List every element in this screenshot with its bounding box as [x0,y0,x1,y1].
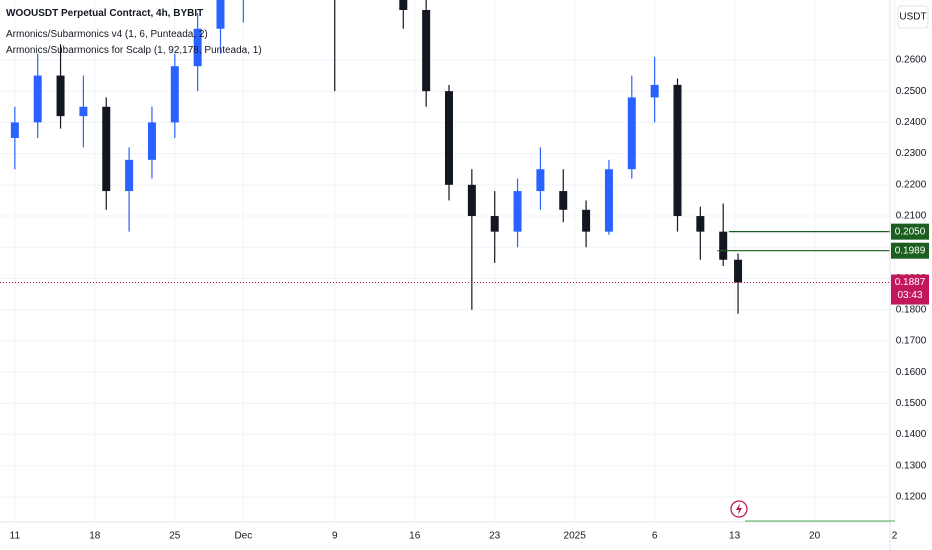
y-tick-label: 0.2300 [896,148,927,159]
y-tick-label: 0.1600 [896,367,927,378]
level-label: 0.2050 [895,226,926,237]
level-label: 0.1989 [895,245,926,256]
candle-body [399,0,408,10]
candle-body [125,159,134,192]
x-tick-label: 18 [89,531,101,542]
x-tick-label: 2 [892,531,898,542]
indicator-label: Armonics/Subarmonics v4 (1, 6, Punteada,… [6,29,208,40]
last-price-tag [891,274,929,305]
candle-body [604,169,613,232]
x-tick-label: 23 [489,531,501,542]
indicator-label: Armonics/Subarmonics for Scalp (1, 92,17… [6,45,262,56]
y-tick-label: 0.1300 [896,460,927,471]
symbol-title: WOOUSDT Perpetual Contract, 4h, BYBIT [6,8,203,19]
grid [0,0,896,522]
candle-body [559,191,568,210]
x-tick-label: 9 [332,531,338,542]
x-tick-label: 13 [729,531,741,542]
x-tick-label: 6 [652,531,658,542]
level-tag [891,242,929,259]
candle-body [734,259,743,283]
x-tick-label: 25 [169,531,181,542]
axes: 0.1200 0.1300 0.1400 0.1500 0.1600 0.1700 0.18… [10,55,929,542]
candle-body [536,169,545,192]
level-tag [891,223,929,240]
x-tick-label: 20 [809,531,821,542]
candle-body [490,216,499,232]
currency-label[interactable]: USDT [899,12,926,23]
x-tick-label: 11 [10,531,21,542]
y-tick-label: 0.1800 [896,304,927,315]
candle-body [513,191,522,232]
candle-body [79,106,88,117]
candle-body [582,209,591,232]
x-tick-label: 16 [409,531,421,542]
candle-body [467,184,476,217]
candle-body [33,75,42,123]
candle-body [696,216,705,232]
plot-area [0,0,890,314]
candle-body [170,66,179,123]
y-tick-label: 0.2200 [896,179,927,190]
candle-body [650,84,659,98]
y-tick-label: 0.2600 [896,55,927,66]
x-tick-label: 2025 [564,531,587,542]
currency-button[interactable] [897,5,929,29]
candle-body [444,91,453,185]
candle-body [627,97,636,170]
x-tick-label: Dec [234,531,252,542]
y-tick-label: 0.1500 [896,398,927,409]
last-price-label: 0.1887 [895,277,926,288]
candle-body [147,122,156,160]
candle-body [719,231,728,260]
candle-body [10,122,19,138]
y-tick-label: 0.1200 [896,492,927,503]
y-tick-label: 0.2500 [896,86,927,97]
candle-body [56,75,65,117]
alert-bolt [736,503,742,515]
y-tick-label: 0.1400 [896,429,927,440]
y-tick-label: 0.2400 [896,117,927,128]
candle-body [422,9,431,92]
candle-body [216,0,225,29]
alert-icon[interactable] [730,500,748,518]
y-tick-label: 0.1700 [896,336,927,347]
candle-body [673,84,682,217]
countdown-label: 03:43 [897,290,922,301]
y-tick-label: 0.2100 [896,211,927,222]
candle-body [193,28,202,67]
candle-body [102,106,111,192]
